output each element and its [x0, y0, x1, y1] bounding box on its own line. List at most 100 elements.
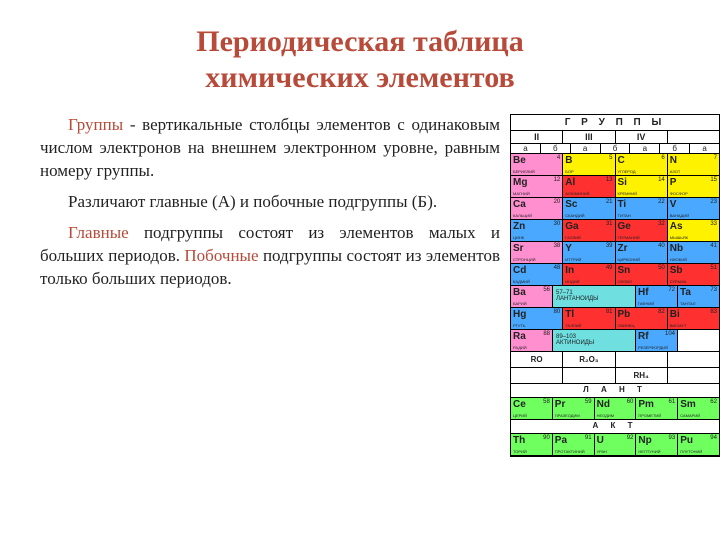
- pt-number: 80: [554, 309, 561, 315]
- pt-element-cell: N 7 АЗОТ: [668, 154, 719, 176]
- pt-number: 50: [658, 265, 665, 271]
- pt-grid: Be 4 БЕРИЛЛИЙ B 5 БОР C 6 УГЛЕРОД N 7 АЗ…: [511, 154, 719, 352]
- pt-row: Ra 88 РАДИЙ 89–103АКТИНОИДЫ Rf 104 РЕЗЕР…: [511, 330, 719, 352]
- pt-element-cell: Be 4 БЕРИЛЛИЙ: [511, 154, 563, 176]
- pt-element-cell: Al 13 АЛЮМИНИЙ: [563, 176, 615, 198]
- pt-name: БЕРИЛЛИЙ: [513, 169, 535, 174]
- pt-number: 82: [658, 309, 665, 315]
- pt-number: 13: [606, 177, 613, 183]
- pt-number: 22: [658, 199, 665, 205]
- pt-number: 20: [554, 199, 561, 205]
- pt-element-cell: C 6 УГЛЕРОД: [616, 154, 668, 176]
- pt-name: УГЛЕРОД: [618, 169, 636, 174]
- periodic-table-fragment: Г Р У П П ЫIIIIIIVабабаба Be 4 БЕРИЛЛИЙ …: [510, 114, 720, 457]
- pt-oxide-row: ROR₂O₃: [511, 352, 719, 368]
- pt-number: 56: [543, 287, 550, 293]
- pt-element-cell: Ge 32 ГЕРМАНИЙ: [616, 220, 668, 242]
- pt-element-cell: Sc 21 СКАНДИЙ: [563, 198, 615, 220]
- pt-group-row: IIIIIIV: [511, 131, 719, 144]
- pt-symbol: Hf: [638, 287, 649, 298]
- pt-name: НИОБИЙ: [670, 257, 687, 262]
- pt-symbol: Ge: [618, 221, 631, 232]
- pt-element-cell: Tl 81 ТАЛЛИЙ: [563, 308, 615, 330]
- pt-number: 41: [710, 243, 717, 249]
- pt-element-cell: [678, 330, 719, 352]
- pt-name: ГЕРМАНИЙ: [618, 235, 640, 240]
- pt-element-cell: Ca 20 КАЛЬЦИЙ: [511, 198, 563, 220]
- pt-row: Zn 30 ЦИНК Ga 31 ГАЛЛИЙ Ge 32 ГЕРМАНИЙ A…: [511, 220, 719, 242]
- pt-lanth-row: Ce58ЦЕРИЙ Pr59ПРАЗЕОДИМ Nd60НЕОДИМ Pm61П…: [511, 398, 719, 420]
- paragraph-2: Различают главные (А) и побочные подгруп…: [40, 191, 500, 214]
- pt-subgroup-label: а: [630, 144, 660, 153]
- pt-element-cell: Pr59ПРАЗЕОДИМ: [553, 398, 595, 420]
- pt-row: Hg 80 РТУТЬ Tl 81 ТАЛЛИЙ Pb 82 СВИНЕЦ Bi…: [511, 308, 719, 330]
- pt-number: 51: [710, 265, 717, 271]
- pt-subgroup-row: абабаба: [511, 144, 719, 154]
- pt-symbol: Sb: [670, 265, 683, 276]
- pt-element-cell: Th90ТОРИЙ: [511, 434, 553, 456]
- pt-element-cell: Hf 72 ГАФНИЙ: [636, 286, 678, 308]
- pt-name: БАРИЙ: [513, 301, 527, 306]
- pt-name: КАДМИЙ: [513, 279, 530, 284]
- pt-row: Ca 20 КАЛЬЦИЙ Sc 21 СКАНДИЙ Ti 22 ТИТАН …: [511, 198, 719, 220]
- pt-symbol: Zr: [618, 243, 628, 254]
- pt-subgroup-label: б: [541, 144, 571, 153]
- pt-name: ФОСФОР: [670, 191, 688, 196]
- pt-element-cell: Si 14 КРЕМНИЙ: [616, 176, 668, 198]
- pt-span-cell: 57–71ЛАНТАНОИДЫ: [553, 286, 636, 308]
- pt-header: Г Р У П П Ы: [511, 115, 719, 131]
- pt-number: 32: [658, 221, 665, 227]
- pt-subgroup-label: б: [660, 144, 690, 153]
- pt-symbol: Mg: [513, 177, 527, 188]
- pt-number: 4: [557, 155, 560, 161]
- pt-name: РАДИЙ: [513, 345, 527, 350]
- pt-oxide-cell: [616, 352, 668, 368]
- pt-row: Mg 12 МАГНИЙ Al 13 АЛЮМИНИЙ Si 14 КРЕМНИ…: [511, 176, 719, 198]
- pt-name: ГАЛЛИЙ: [565, 235, 581, 240]
- pt-element-cell: Ga 31 ГАЛЛИЙ: [563, 220, 615, 242]
- pt-number: 14: [658, 177, 665, 183]
- keyword-secondary: Побочные: [184, 246, 258, 265]
- pt-symbol: P: [670, 177, 677, 188]
- pt-symbol: Ti: [618, 199, 627, 210]
- pt-subgroup-label: а: [571, 144, 601, 153]
- pt-row: Cd 48 КАДМИЙ In 49 ИНДИЙ Sn 50 ОЛОВО Sb …: [511, 264, 719, 286]
- pt-lanthanoid-band: Л А Н Т: [511, 384, 719, 398]
- pt-number: 38: [554, 243, 561, 249]
- pt-number: 7: [714, 155, 717, 161]
- pt-name: СКАНДИЙ: [565, 213, 584, 218]
- pt-element-cell: P 15 ФОСФОР: [668, 176, 719, 198]
- pt-oxide-cell: RO: [511, 352, 563, 368]
- title-line2: химических элементов: [205, 61, 514, 94]
- pt-oxide-cell: [668, 368, 719, 384]
- pt-name: ТАЛЛИЙ: [565, 323, 581, 328]
- pt-number: 39: [606, 243, 613, 249]
- pt-number: 49: [606, 265, 613, 271]
- pt-subgroup-label: а: [690, 144, 719, 153]
- pt-oxide-cell: [563, 368, 615, 384]
- pt-symbol: Pb: [618, 309, 631, 320]
- pt-symbol: Hg: [513, 309, 526, 320]
- pt-symbol: Rf: [638, 331, 649, 342]
- pt-name: ТИТАН: [618, 213, 631, 218]
- pt-number: 104: [665, 331, 675, 337]
- pt-actinoid-band: А К Т: [511, 420, 719, 434]
- pt-element-cell: Sr 38 СТРОНЦИЙ: [511, 242, 563, 264]
- pt-symbol: B: [565, 155, 572, 166]
- pt-number: 15: [710, 177, 717, 183]
- pt-symbol: Sn: [618, 265, 631, 276]
- pt-symbol: Ba: [513, 287, 526, 298]
- paragraph-3: Главные подгруппы состоят из элементов м…: [40, 222, 500, 291]
- pt-name: СУРЬМА: [670, 279, 687, 284]
- page-title: Периодическая таблица химических элемент…: [0, 0, 720, 104]
- pt-element-cell: As 33 МЫШЬЯК: [668, 220, 719, 242]
- pt-name: АЛЮМИНИЙ: [565, 191, 589, 196]
- content-row: Группы - вертикальные столбцы элементов …: [0, 104, 720, 457]
- pt-group-label: [668, 131, 719, 143]
- pt-name: ТАНТАЛ: [680, 301, 696, 306]
- pt-element-cell: Sn 50 ОЛОВО: [616, 264, 668, 286]
- pt-act-row: Th90ТОРИЙ Pa91ПРОТАКТИНИЙ U92УРАН Np93НЕ…: [511, 434, 719, 456]
- pt-symbol: Be: [513, 155, 526, 166]
- pt-element-cell: Ce58ЦЕРИЙ: [511, 398, 553, 420]
- keyword-main: Главные: [68, 223, 129, 242]
